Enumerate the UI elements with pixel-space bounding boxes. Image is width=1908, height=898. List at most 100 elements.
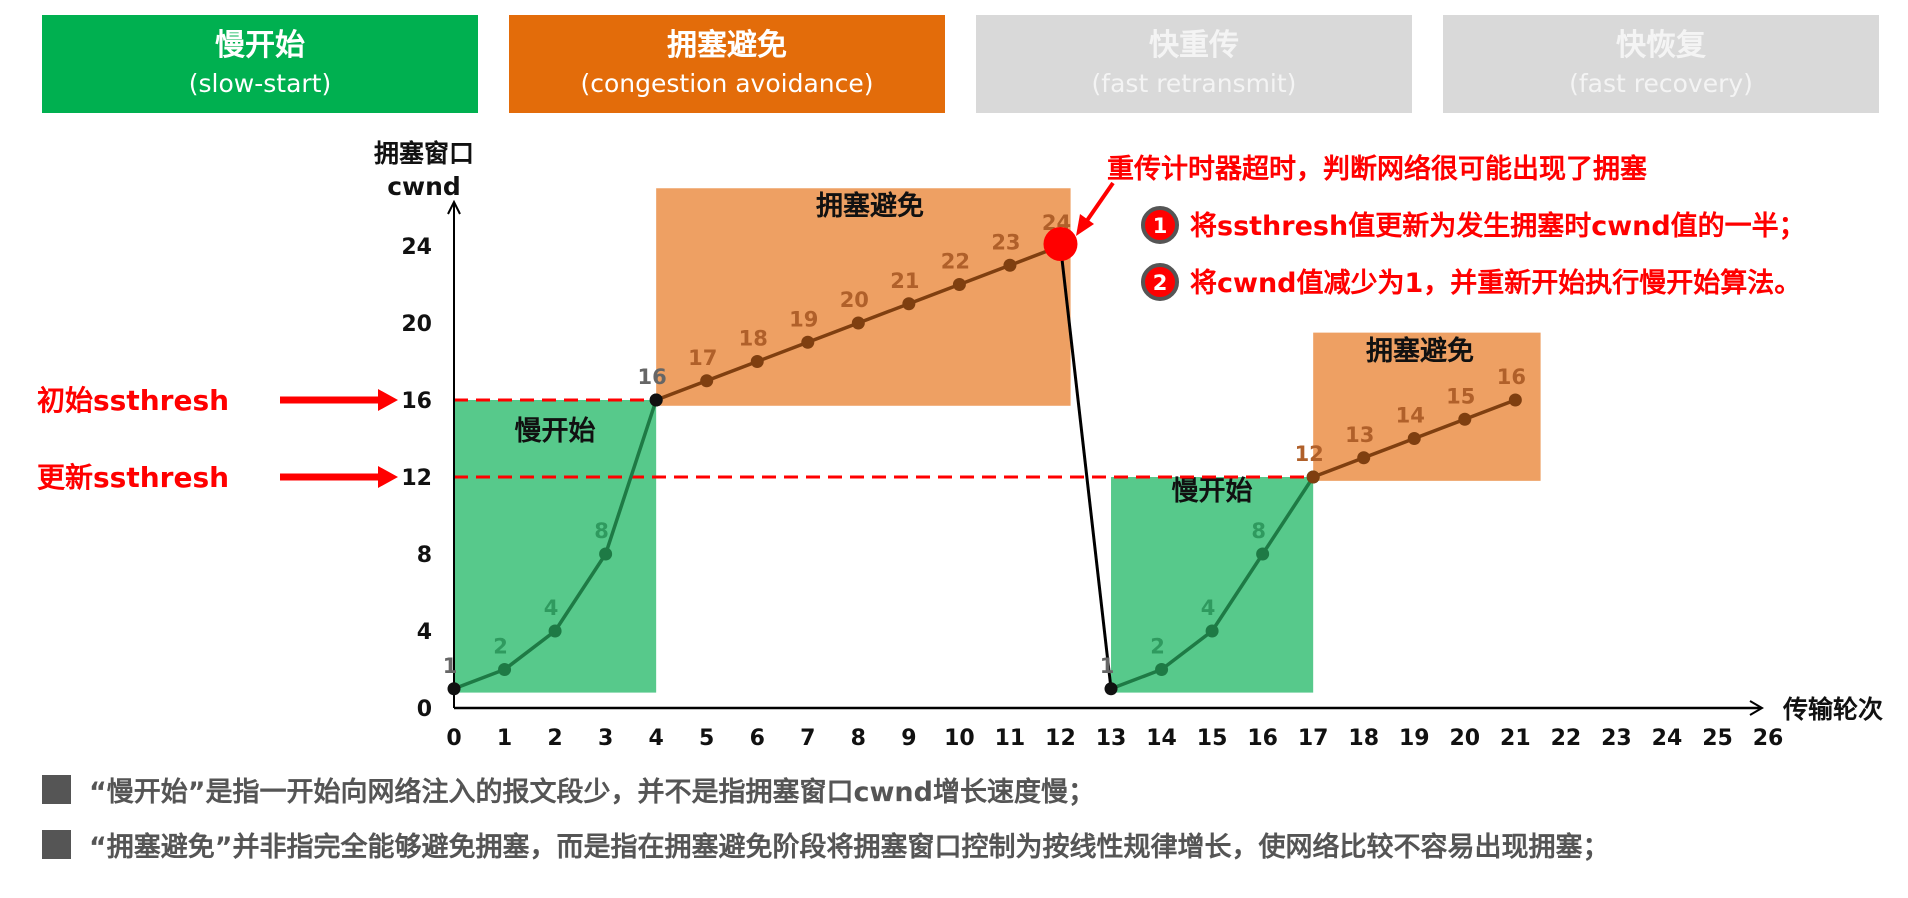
data-point bbox=[700, 374, 714, 388]
x-tick-label: 2 bbox=[547, 726, 562, 751]
x-tick-label: 26 bbox=[1753, 726, 1784, 751]
y-axis-arrow-icon bbox=[447, 199, 461, 215]
event-title: 重传计时器超时，判断网络很可能出现了拥塞 bbox=[1107, 153, 1647, 185]
ssthresh-label: 更新ssthresh bbox=[37, 461, 229, 494]
x-tick-label: 25 bbox=[1702, 726, 1733, 751]
x-axis-arrow-icon bbox=[1749, 700, 1764, 716]
data-point bbox=[952, 278, 966, 291]
x-tick-label: 3 bbox=[598, 726, 613, 751]
phase-subtitle: (fast recovery) bbox=[1569, 69, 1753, 98]
phase-subtitle: (congestion avoidance) bbox=[580, 69, 874, 98]
data-label: 19 bbox=[789, 307, 818, 331]
phase-region bbox=[1111, 477, 1314, 693]
step-number: 2 bbox=[1153, 271, 1168, 295]
y-tick-label: 24 bbox=[401, 235, 432, 260]
phase-title: 慢开始 bbox=[215, 28, 305, 63]
arrowhead-icon bbox=[378, 466, 398, 488]
y-tick-label: 8 bbox=[417, 543, 432, 568]
step-number-badge bbox=[1141, 206, 1179, 244]
x-tick-label: 6 bbox=[750, 726, 765, 751]
y-axis-label: cwnd bbox=[387, 172, 461, 201]
data-point bbox=[1104, 682, 1118, 696]
x-tick-label: 10 bbox=[944, 726, 975, 751]
arrowhead-icon bbox=[378, 389, 398, 411]
data-point bbox=[548, 624, 562, 638]
x-tick-label: 1 bbox=[497, 726, 512, 751]
data-point bbox=[1508, 393, 1522, 407]
step-text: 将cwnd值减少为1，并重新开始执行慢开始算法。 bbox=[1190, 267, 1801, 299]
y-tick-label: 12 bbox=[401, 466, 432, 491]
data-label: 22 bbox=[941, 250, 970, 274]
pointer-arrow-icon bbox=[1084, 181, 1115, 224]
data-point bbox=[902, 297, 916, 311]
data-point bbox=[1306, 470, 1320, 484]
x-tick-label: 0 bbox=[446, 726, 461, 751]
data-label: 12 bbox=[1295, 442, 1324, 466]
data-point bbox=[447, 682, 461, 696]
data-label: 1 bbox=[443, 654, 458, 678]
y-tick-label: 0 bbox=[417, 697, 432, 722]
data-point bbox=[1407, 432, 1421, 445]
x-tick-label: 18 bbox=[1348, 726, 1379, 751]
x-tick-label: 22 bbox=[1551, 726, 1582, 751]
phase-title: 快恢复 bbox=[1616, 28, 1706, 63]
data-label: 4 bbox=[1201, 596, 1216, 620]
data-label: 13 bbox=[1345, 423, 1374, 447]
y-tick-label: 20 bbox=[401, 312, 432, 337]
y-tick-label: 4 bbox=[417, 620, 432, 645]
data-point bbox=[750, 355, 764, 368]
phase-title: 快重传 bbox=[1149, 28, 1239, 63]
data-label: 17 bbox=[688, 346, 717, 370]
data-point bbox=[1458, 412, 1472, 426]
x-tick-label: 7 bbox=[800, 726, 815, 751]
data-label: 2 bbox=[493, 635, 508, 659]
x-tick-label: 21 bbox=[1500, 726, 1531, 751]
phase-title: 拥塞避免 bbox=[667, 28, 787, 63]
data-point bbox=[649, 393, 663, 407]
data-point bbox=[851, 316, 865, 330]
x-tick-label: 23 bbox=[1601, 726, 1632, 751]
note-congestion-avoidance: “拥塞避免”并非指完全能够避免拥塞，而是指在拥塞避免阶段将拥塞窗口控制为按线性规… bbox=[42, 825, 1610, 864]
phase-congestion-avoidance: 拥塞避免 (congestion avoidance) bbox=[509, 15, 945, 113]
x-tick-label: 12 bbox=[1045, 726, 1076, 751]
step-number-badge bbox=[1141, 263, 1179, 301]
timeout-point bbox=[1043, 227, 1078, 261]
data-label: 14 bbox=[1396, 404, 1425, 428]
data-point bbox=[599, 547, 613, 561]
x-tick-label: 11 bbox=[995, 726, 1026, 751]
x-tick-label: 16 bbox=[1247, 726, 1278, 751]
data-label: 23 bbox=[991, 230, 1020, 254]
data-point bbox=[1205, 624, 1219, 638]
region-label: 拥塞避免 bbox=[1366, 335, 1474, 367]
x-tick-label: 17 bbox=[1298, 726, 1329, 751]
bullet-square-icon bbox=[42, 830, 71, 859]
phase-fast-retransmit: 快重传 (fast retransmit) bbox=[976, 15, 1412, 113]
phase-region bbox=[454, 400, 657, 693]
note-text: “拥塞避免”并非指完全能够避免拥塞，而是指在拥塞避免阶段将拥塞窗口控制为按线性规… bbox=[89, 832, 1610, 863]
x-axis-label: 传输轮次 bbox=[1782, 695, 1883, 724]
data-label: 8 bbox=[1251, 519, 1266, 543]
data-label: 18 bbox=[739, 327, 768, 351]
x-tick-label: 13 bbox=[1096, 726, 1127, 751]
note-text: “慢开始”是指一开始向网络注入的报文段少，并不是指拥塞窗口cwnd增长速度慢； bbox=[89, 777, 1095, 808]
region-label: 慢开始 bbox=[515, 415, 596, 447]
y-axis-label: 拥塞窗口 bbox=[374, 139, 474, 168]
region-label: 拥塞避免 bbox=[816, 190, 924, 222]
data-point bbox=[498, 663, 512, 676]
x-tick-label: 24 bbox=[1652, 726, 1683, 751]
x-tick-label: 9 bbox=[901, 726, 916, 751]
x-tick-label: 8 bbox=[851, 726, 866, 751]
phase-region bbox=[656, 188, 1071, 406]
step-text: 将ssthresh值更新为发生拥塞时cwnd值的一半； bbox=[1190, 210, 1806, 242]
data-label: 4 bbox=[544, 596, 559, 620]
step-number: 1 bbox=[1153, 214, 1168, 238]
data-label: 15 bbox=[1446, 384, 1475, 408]
data-label: 20 bbox=[840, 288, 869, 312]
phase-slow-start: 慢开始 (slow-start) bbox=[42, 15, 478, 113]
data-label: 2 bbox=[1150, 635, 1165, 659]
phase-subtitle: (fast retransmit) bbox=[1091, 69, 1297, 98]
ssthresh-label: 初始ssthresh bbox=[37, 384, 229, 417]
pointer-arrowhead-icon bbox=[1076, 214, 1094, 236]
phase-subtitle: (slow-start) bbox=[188, 69, 332, 98]
